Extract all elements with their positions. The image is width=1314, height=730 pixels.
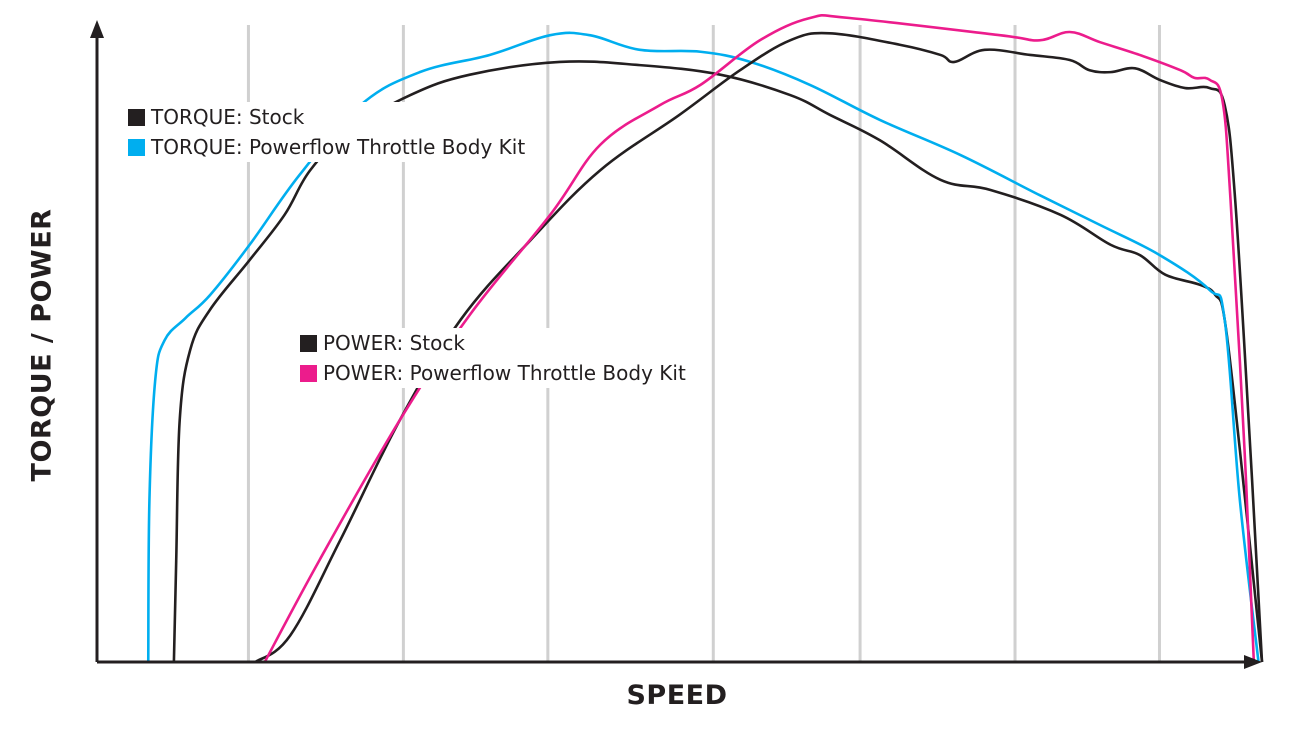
- series-lines: [146, 14, 1264, 664]
- legend-entry-torque-stock: TORQUE: Stock: [128, 102, 525, 132]
- legend-swatch: [128, 138, 145, 156]
- legend-swatch: [128, 108, 145, 126]
- series-line-torque-powerflow-throttle-body-kit: [146, 31, 1260, 663]
- series-line-power-powerflow-throttle-body-kit: [263, 14, 1256, 663]
- axes: [90, 20, 1262, 669]
- legend-entry-torque-kit: TORQUE: Powerflow Throttle Body Kit: [128, 132, 525, 162]
- x-axis-label: SPEED: [626, 680, 728, 711]
- legend-swatch: [300, 364, 317, 382]
- legend-entry-power-kit: POWER: Powerflow Throttle Body Kit: [300, 358, 686, 388]
- torque-legend: TORQUE: Stock TORQUE: Powerflow Throttle…: [128, 102, 530, 162]
- y-axis-label: TORQUE / POWER: [26, 208, 58, 482]
- legend-entry-power-stock: POWER: Stock: [300, 328, 686, 358]
- legend-swatch: [300, 334, 317, 352]
- power-legend: POWER: Stock POWER: Powerflow Throttle B…: [300, 328, 690, 388]
- y-axis-arrow-icon: [90, 20, 104, 38]
- series-line-torque-stock: [172, 60, 1264, 663]
- legend-label: POWER: Powerflow Throttle Body Kit: [323, 361, 686, 385]
- x-axis-arrow-icon: [1244, 655, 1262, 669]
- legend-label: POWER: Stock: [323, 331, 465, 355]
- legend-label: TORQUE: Stock: [151, 105, 305, 129]
- legend-label: TORQUE: Powerflow Throttle Body Kit: [151, 135, 526, 159]
